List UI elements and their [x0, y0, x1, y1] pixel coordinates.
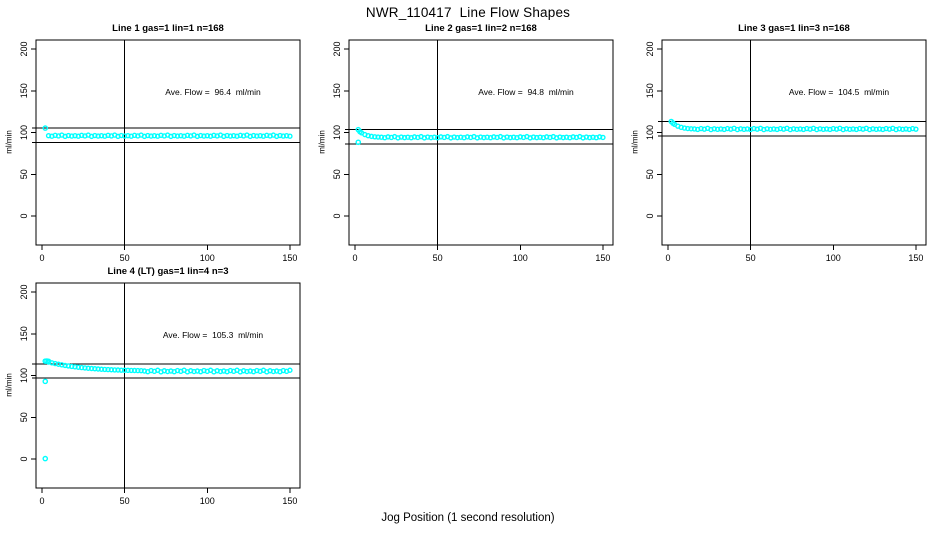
x-axis-label: Jog Position (1 second resolution): [381, 512, 555, 524]
y-tick-label: 0: [645, 214, 655, 219]
y-tick-label: 0: [19, 214, 29, 219]
plot-box: [348, 39, 614, 246]
y-tick-label: 200: [645, 42, 655, 57]
x-tick-label: 100: [200, 496, 215, 506]
subplot-title: Line 4 (LT) gas=1 lin=4 n=3: [107, 266, 229, 277]
data-point: [287, 367, 293, 373]
plot-area: 0 50 100 150 0 50 100 150 200: [19, 282, 301, 506]
x-tick-label: 50: [120, 253, 130, 263]
ave-flow-annotation: Ave. Flow = 96.4 ml/min: [165, 87, 261, 97]
x-tick-label: 100: [513, 253, 528, 263]
x-tick-label: 150: [282, 496, 297, 506]
data-point-outlier: [42, 378, 49, 385]
data-point-outlier: [355, 139, 362, 146]
y-tick-label: 200: [332, 42, 342, 57]
y-tick-label: 100: [19, 368, 29, 383]
ave-flow-annotation: Ave. Flow = 94.8 ml/min: [478, 87, 574, 97]
plot-box: [661, 39, 927, 246]
y-tick-label: 150: [332, 83, 342, 98]
data-point-outlier: [670, 120, 676, 126]
subplot-title: Line 1 gas=1 lin=1 n=168: [112, 23, 224, 34]
data-point-outlier: [357, 128, 363, 135]
subplot-title: Line 2 gas=1 lin=2 n=168: [425, 23, 537, 34]
x-tick-label: 100: [200, 253, 215, 263]
y-tick-label: 50: [19, 169, 29, 179]
plot-area: 0 50 100 150 0 50 100 150 200: [19, 39, 301, 263]
x-tick-label: 0: [39, 496, 44, 506]
x-tick-label: 150: [908, 253, 923, 263]
data-point: [600, 134, 606, 141]
y-tick-label: 50: [332, 169, 342, 179]
y-tick-label: 100: [645, 125, 655, 140]
x-tick-label: 100: [826, 253, 841, 263]
y-tick-label: 50: [19, 412, 29, 422]
x-tick-label: 50: [746, 253, 756, 263]
subplot-line-3: Line 3 gas=1 lin=3 n=168 ml/min Ave. Flo…: [626, 22, 936, 265]
subplot-line-1: Line 1 gas=1 lin=1 n=168 ml/min Ave. Flo…: [0, 22, 310, 265]
data-point-outlier: [45, 358, 52, 365]
y-tick-label: 0: [19, 457, 29, 462]
y-tick-label: 100: [19, 125, 29, 140]
plot-area: 0 50 100 150 0 50 100 150 200: [332, 39, 614, 263]
plot-box: [35, 282, 301, 489]
x-tick-label: 0: [39, 253, 44, 263]
subplot-line-2: Line 2 gas=1 lin=2 n=168 ml/min Ave. Flo…: [313, 22, 623, 265]
x-tick-label: 50: [120, 496, 130, 506]
x-tick-label: 0: [352, 253, 357, 263]
data-point-outlier: [42, 125, 49, 131]
data-point: [913, 126, 919, 132]
y-tick-label: 0: [332, 214, 342, 219]
data-point: [287, 133, 293, 139]
x-tick-label: 150: [595, 253, 610, 263]
subplot-line-4: Line 4 (LT) gas=1 lin=4 n=3 ml/min Ave. …: [0, 265, 310, 508]
figure-title: NWR_110417 Line Flow Shapes: [365, 5, 571, 20]
data-point-outlier: [42, 455, 49, 462]
y-tick-label: 150: [19, 326, 29, 341]
subplot-title: Line 3 gas=1 lin=3 n=168: [738, 23, 850, 34]
y-tick-label: 200: [19, 285, 29, 300]
ave-flow-annotation: Ave. Flow = 105.3 ml/min: [162, 330, 264, 340]
x-tick-label: 150: [282, 253, 297, 263]
plot-area: 0 50 100 150 0 50 100 150 200: [645, 39, 927, 263]
y-tick-label: 200: [19, 42, 29, 57]
y-tick-label: 50: [645, 169, 655, 179]
y-tick-label: 150: [19, 83, 29, 98]
y-tick-label: 100: [332, 125, 342, 140]
y-tick-label: 150: [645, 83, 655, 98]
x-tick-label: 50: [433, 253, 443, 263]
x-tick-label: 0: [665, 253, 670, 263]
ave-flow-annotation: Ave. Flow = 104.5 ml/min: [788, 87, 890, 97]
